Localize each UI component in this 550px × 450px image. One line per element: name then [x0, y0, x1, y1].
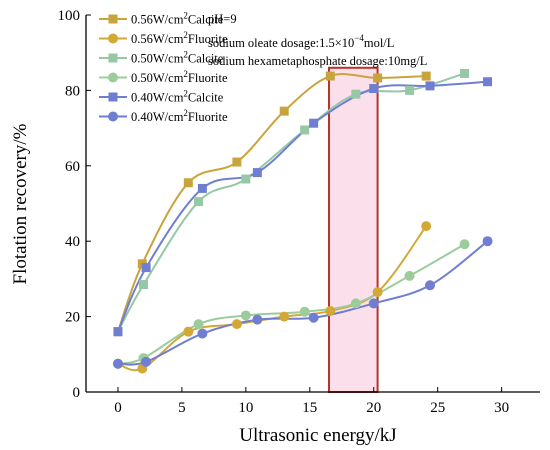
- data-point-s3-3: [194, 197, 204, 207]
- data-point-s1-7: [373, 73, 383, 83]
- x-axis-title: Ultrasonic energy/kJ: [239, 425, 396, 446]
- data-point-s6-4: [252, 314, 263, 325]
- data-point-s5-5: [309, 118, 319, 128]
- data-point-s1-4: [232, 157, 242, 167]
- series-markers: [112, 68, 493, 374]
- y-axis-title: Flotation recovery/%: [10, 123, 31, 284]
- data-point-s1-6: [325, 71, 335, 81]
- legend-label: 0.50W/cm2Fluorite: [131, 69, 228, 85]
- legend-label: 0.40W/cm2Fluorite: [131, 108, 228, 124]
- x-tick-label: 5: [178, 400, 186, 416]
- data-point-s4-3: [193, 319, 204, 330]
- y-tick-label: 20: [65, 310, 80, 326]
- legend-item-1: 0.56W/cm2Calcite: [99, 11, 224, 27]
- annotation-oleate-dosage: sodium oleate dosage:1.5×10−4mol/L: [208, 33, 394, 50]
- data-point-s2-5: [279, 311, 290, 322]
- y-tick-label: 0: [73, 385, 81, 401]
- x-tick-label: 20: [366, 400, 381, 416]
- data-point-s2-6: [325, 305, 336, 316]
- data-point-s6-7: [425, 280, 436, 291]
- data-point-s6-6: [368, 298, 379, 309]
- legend-item-6: 0.40W/cm2Fluorite: [99, 108, 228, 124]
- data-point-s2-3: [183, 326, 194, 337]
- data-point-s2-8: [421, 221, 432, 232]
- data-point-s3-5: [300, 125, 310, 135]
- legend-item-5: 0.40W/cm2Calcite: [99, 89, 224, 105]
- legend-marker: [108, 33, 118, 44]
- x-tick-label: 30: [494, 400, 509, 416]
- x-tick-label: 15: [302, 400, 317, 416]
- data-point-s3-7: [405, 85, 415, 95]
- legend-marker: [108, 53, 118, 63]
- data-point-s1-5: [279, 106, 289, 116]
- data-point-s6-8: [482, 236, 493, 247]
- legend-label: 0.56W/cm2Calcite: [131, 11, 224, 27]
- data-point-s4-4: [240, 310, 251, 321]
- data-point-s5-6: [369, 84, 379, 94]
- data-point-s5-8: [483, 77, 493, 87]
- data-point-s4-5: [299, 306, 310, 317]
- series-line-3: [117, 72, 465, 333]
- legend-item-4: 0.50W/cm2Fluorite: [99, 69, 228, 85]
- data-point-s6-2: [141, 356, 152, 367]
- x-tick-label: 10: [238, 400, 253, 416]
- data-point-s5-7: [425, 81, 435, 91]
- data-point-s5-4: [252, 168, 262, 178]
- legend-label: 0.40W/cm2Calcite: [131, 89, 224, 105]
- data-point-s4-6: [350, 298, 361, 309]
- data-point-s3-4: [241, 174, 251, 184]
- highlight-box-layer: [327, 66, 379, 393]
- y-tick-label: 80: [65, 83, 80, 99]
- data-point-s6-3: [197, 328, 208, 339]
- highlight-box: [327, 66, 379, 393]
- legend-marker: [108, 92, 118, 102]
- data-point-s3-2: [139, 280, 149, 290]
- y-tick-label: 40: [65, 234, 80, 250]
- data-point-s2-7: [372, 287, 383, 298]
- data-point-s1-3: [183, 178, 193, 188]
- annotation-hexametaphosphate-dosage: sodium hexametaphosphate dosage:10mg/L: [208, 54, 427, 68]
- legend-marker: [108, 72, 118, 83]
- series-line-5: [117, 80, 488, 333]
- data-point-s5-1: [113, 327, 123, 337]
- x-tick-label: 0: [114, 400, 122, 416]
- data-point-s3-6: [351, 89, 361, 99]
- legend-marker: [108, 111, 118, 122]
- legend-label: 0.56W/cm2Fluorite: [131, 30, 228, 46]
- annotation-ph: pH=9: [208, 12, 237, 26]
- legend-item-3: 0.50W/cm2Calcite: [99, 50, 224, 66]
- data-point-s5-2: [141, 263, 151, 273]
- data-point-s6-1: [112, 358, 123, 369]
- data-point-s1-8: [421, 71, 431, 81]
- x-tick-label: 25: [430, 400, 445, 416]
- legend-label: 0.50W/cm2Calcite: [131, 50, 224, 66]
- y-tick-label: 100: [58, 8, 81, 24]
- data-point-s4-8: [459, 239, 470, 250]
- axes: [85, 15, 540, 393]
- tick-layer: 0 5 10 15 20 25 30 0 20 40 60 80 100: [58, 8, 510, 416]
- legend: 0.56W/cm2Calcite 0.56W/cm2Fluorite 0.50W/c…: [99, 11, 228, 124]
- data-point-s2-4: [231, 319, 242, 330]
- legend-item-2: 0.56W/cm2Fluorite: [99, 30, 228, 46]
- data-point-s6-5: [308, 312, 319, 323]
- data-point-s3-8: [460, 68, 470, 78]
- y-tick-label: 60: [65, 159, 80, 175]
- legend-marker: [108, 14, 118, 24]
- data-point-s4-7: [404, 270, 415, 281]
- data-point-s5-3: [197, 183, 207, 193]
